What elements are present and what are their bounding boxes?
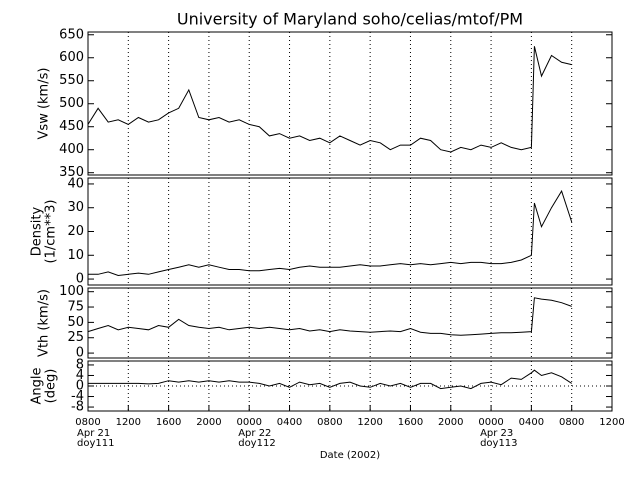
- y-axis-label: Vth (km/s): [37, 289, 52, 357]
- y-tick-label: 0: [76, 379, 84, 394]
- date-label: Apr 23: [480, 428, 513, 439]
- x-tick-label: 0000: [478, 417, 503, 428]
- y-tick-label: 500: [59, 96, 84, 111]
- data-line: [87, 297, 572, 336]
- date-label: doy111: [77, 438, 114, 449]
- y-tick-label: 100: [59, 284, 84, 299]
- x-tick-label: 0800: [75, 417, 100, 428]
- x-tick-label: 0400: [519, 417, 544, 428]
- y-tick-label: 0: [76, 272, 84, 287]
- y-tick-label: 10: [67, 248, 84, 263]
- date-label: doy113: [480, 438, 517, 449]
- y-tick-label: 50: [67, 315, 84, 330]
- y-tick-label: -4: [71, 389, 84, 404]
- chart-title: University of Maryland soho/celias/mtof/…: [177, 10, 523, 29]
- x-tick-label: 1200: [599, 417, 624, 428]
- y-tick-label: 40: [67, 176, 84, 191]
- x-tick-label: 2000: [196, 417, 221, 428]
- x-tick-label: 0000: [237, 417, 262, 428]
- x-tick-label: 0400: [277, 417, 302, 428]
- date-label: doy112: [238, 438, 275, 449]
- x-tick-label: 0800: [559, 417, 584, 428]
- y-axis-label: Vsw (km/s): [37, 68, 52, 140]
- data-line: [88, 369, 572, 390]
- y-tick-label: 650: [59, 27, 84, 42]
- x-axis-label: Date (2002): [320, 450, 380, 461]
- x-tick-label: 1600: [156, 417, 181, 428]
- y-tick-label: 0: [76, 346, 84, 361]
- date-label: Apr 21: [77, 428, 110, 439]
- y-tick-label: 400: [59, 142, 84, 157]
- x-tick-label: 1200: [116, 417, 141, 428]
- y-tick-label: 350: [59, 165, 84, 180]
- y-tick-label: 25: [67, 330, 84, 345]
- y-axis-label: (1/cm**3): [44, 200, 59, 264]
- x-tick-label: 1600: [398, 417, 423, 428]
- y-tick-label: 30: [67, 200, 84, 215]
- y-tick-label: 550: [59, 73, 84, 88]
- y-axis-label: (deg): [44, 369, 59, 404]
- panel-frame: [87, 287, 613, 359]
- y-tick-label: 75: [67, 300, 84, 315]
- x-tick-label: 0800: [317, 417, 342, 428]
- y-tick-label: 4: [76, 368, 84, 383]
- y-tick-label: 450: [59, 119, 84, 134]
- y-tick-label: 20: [67, 224, 84, 239]
- y-axis-label: Density: [30, 206, 45, 256]
- x-tick-label: 1200: [357, 417, 382, 428]
- y-tick-label: -8: [71, 400, 84, 415]
- data-line: [87, 46, 572, 153]
- data-line: [88, 189, 573, 277]
- x-tick-label: 2000: [438, 417, 463, 428]
- y-tick-label: 8: [76, 357, 84, 372]
- y-axis-label: Angle: [30, 368, 45, 405]
- y-tick-label: 600: [59, 50, 84, 65]
- date-label: Apr 22: [238, 428, 271, 439]
